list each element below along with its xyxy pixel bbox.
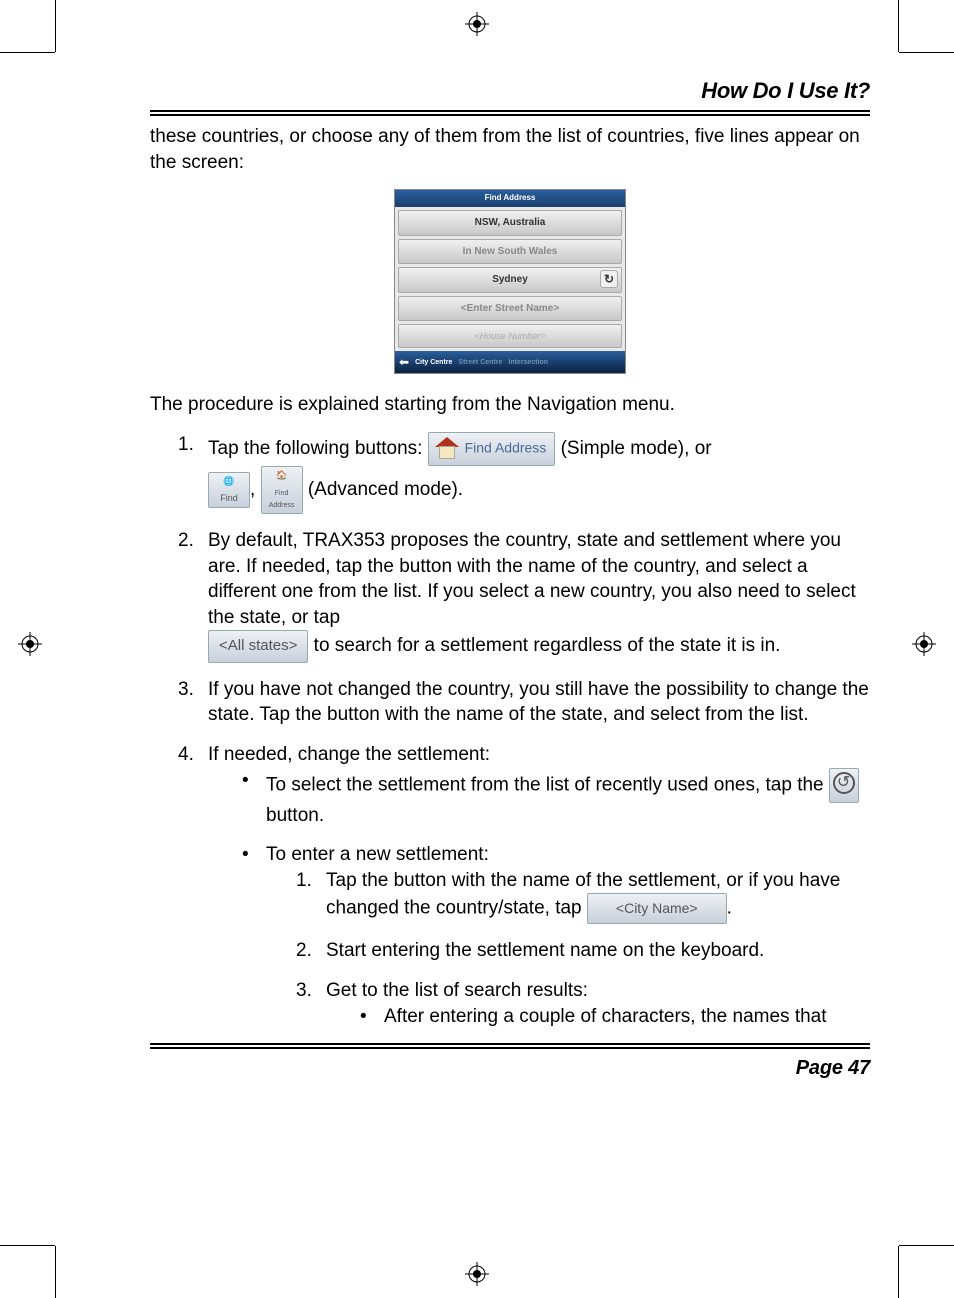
step2-text: By default, TRAX353 proposes the country… xyxy=(208,530,856,628)
footer-rule xyxy=(150,1043,870,1045)
step4-b2-lead: To enter a new settlement: xyxy=(266,844,489,865)
screenshot-house-row: <House Number> xyxy=(398,324,622,348)
registration-mark-icon xyxy=(465,1262,489,1286)
crop-mark xyxy=(55,0,56,52)
screenshot-country-row: NSW, Australia xyxy=(398,210,622,236)
crop-mark xyxy=(0,1245,55,1246)
globe-icon: 🌐 xyxy=(220,475,238,491)
registration-mark-icon xyxy=(912,632,936,656)
step1-post: (Advanced mode). xyxy=(308,479,463,500)
screenshot-city-row: Sydney ↻ xyxy=(398,267,622,293)
page-header: How Do I Use It? xyxy=(150,78,870,104)
step4-s1-pre: Tap the button with the name of the sett… xyxy=(326,870,840,919)
find-address-screenshot: Find Address NSW, Australia In New South… xyxy=(394,189,626,374)
step4-s3-lead: Get to the list of search results: xyxy=(326,980,588,1001)
step-3: If you have not changed the country, you… xyxy=(178,677,870,728)
screenshot-bottom-bar: ⬅ City Centre Street Centre Intersection xyxy=(395,351,625,373)
history-button-image xyxy=(829,768,859,803)
city-name-button-image: <City Name> xyxy=(587,893,727,924)
find-address-button-image: Find Address xyxy=(428,432,556,466)
find-button-image: 🌐 Find xyxy=(208,472,250,507)
history-icon: ↻ xyxy=(600,270,618,288)
step4-sub3-bullet: After entering a couple of characters, t… xyxy=(356,1004,870,1030)
house-icon: 🏠 xyxy=(273,469,291,485)
crop-mark xyxy=(898,0,899,52)
step4-bullet-1: To select the settlement from the list o… xyxy=(238,768,870,829)
step-4: If needed, change the settlement: To sel… xyxy=(178,742,870,1029)
registration-mark-icon xyxy=(18,632,42,656)
screenshot-tab: Street Centre xyxy=(458,358,502,367)
registration-mark-icon xyxy=(465,12,489,36)
crop-mark xyxy=(899,1245,954,1246)
step4-sub-3: Get to the list of search results: After… xyxy=(296,978,870,1029)
screenshot-street-row: <Enter Street Name> xyxy=(398,296,622,322)
crop-mark xyxy=(899,52,954,53)
find-address-label: Find Address xyxy=(465,440,547,456)
step-1: Tap the following buttons: Find Address … xyxy=(178,432,870,514)
step4-lead: If needed, change the settlement: xyxy=(208,744,490,765)
intro-paragraph-2: The procedure is explained starting from… xyxy=(150,392,870,418)
back-icon: ⬅ xyxy=(399,354,409,370)
screenshot-titlebar: Find Address xyxy=(395,190,625,207)
step4-b1-post: button. xyxy=(266,805,324,826)
step4-s1-post: . xyxy=(727,898,732,919)
intro-paragraph: these countries, or choose any of them f… xyxy=(150,124,870,175)
step2-post: to search for a settlement regardless of… xyxy=(314,636,781,657)
crop-mark xyxy=(0,52,55,53)
page-number: Page 47 xyxy=(150,1055,870,1082)
step1-mid: (Simple mode), or xyxy=(561,438,712,459)
footer-rule xyxy=(150,1047,870,1049)
step1-pre: Tap the following buttons: xyxy=(208,438,428,459)
header-rule xyxy=(150,114,870,116)
house-icon xyxy=(433,437,461,461)
all-states-button-image: <All states> xyxy=(208,630,308,662)
find-address-small-button-image: 🏠 Find Address xyxy=(261,466,303,514)
header-rule xyxy=(150,110,870,112)
step4-sub-2: Start entering the settlement name on th… xyxy=(296,938,870,964)
crop-mark xyxy=(898,1246,899,1298)
crop-mark xyxy=(55,1246,56,1298)
screenshot-state-row: In New South Wales xyxy=(398,239,622,265)
screenshot-tab: City Centre xyxy=(415,358,452,367)
step4-bullet-2: To enter a new settlement: Tap the butto… xyxy=(238,842,870,1029)
screenshot-tab: Intersection xyxy=(508,358,548,367)
step-2: By default, TRAX353 proposes the country… xyxy=(178,528,870,663)
findaddr-label: Find Address xyxy=(269,490,295,509)
history-icon xyxy=(833,772,855,794)
step4-b1-pre: To select the settlement from the list o… xyxy=(266,774,829,795)
step4-sub-1: Tap the button with the name of the sett… xyxy=(296,868,870,925)
screenshot-city-label: Sydney xyxy=(492,274,528,285)
find-label: Find xyxy=(220,493,238,503)
